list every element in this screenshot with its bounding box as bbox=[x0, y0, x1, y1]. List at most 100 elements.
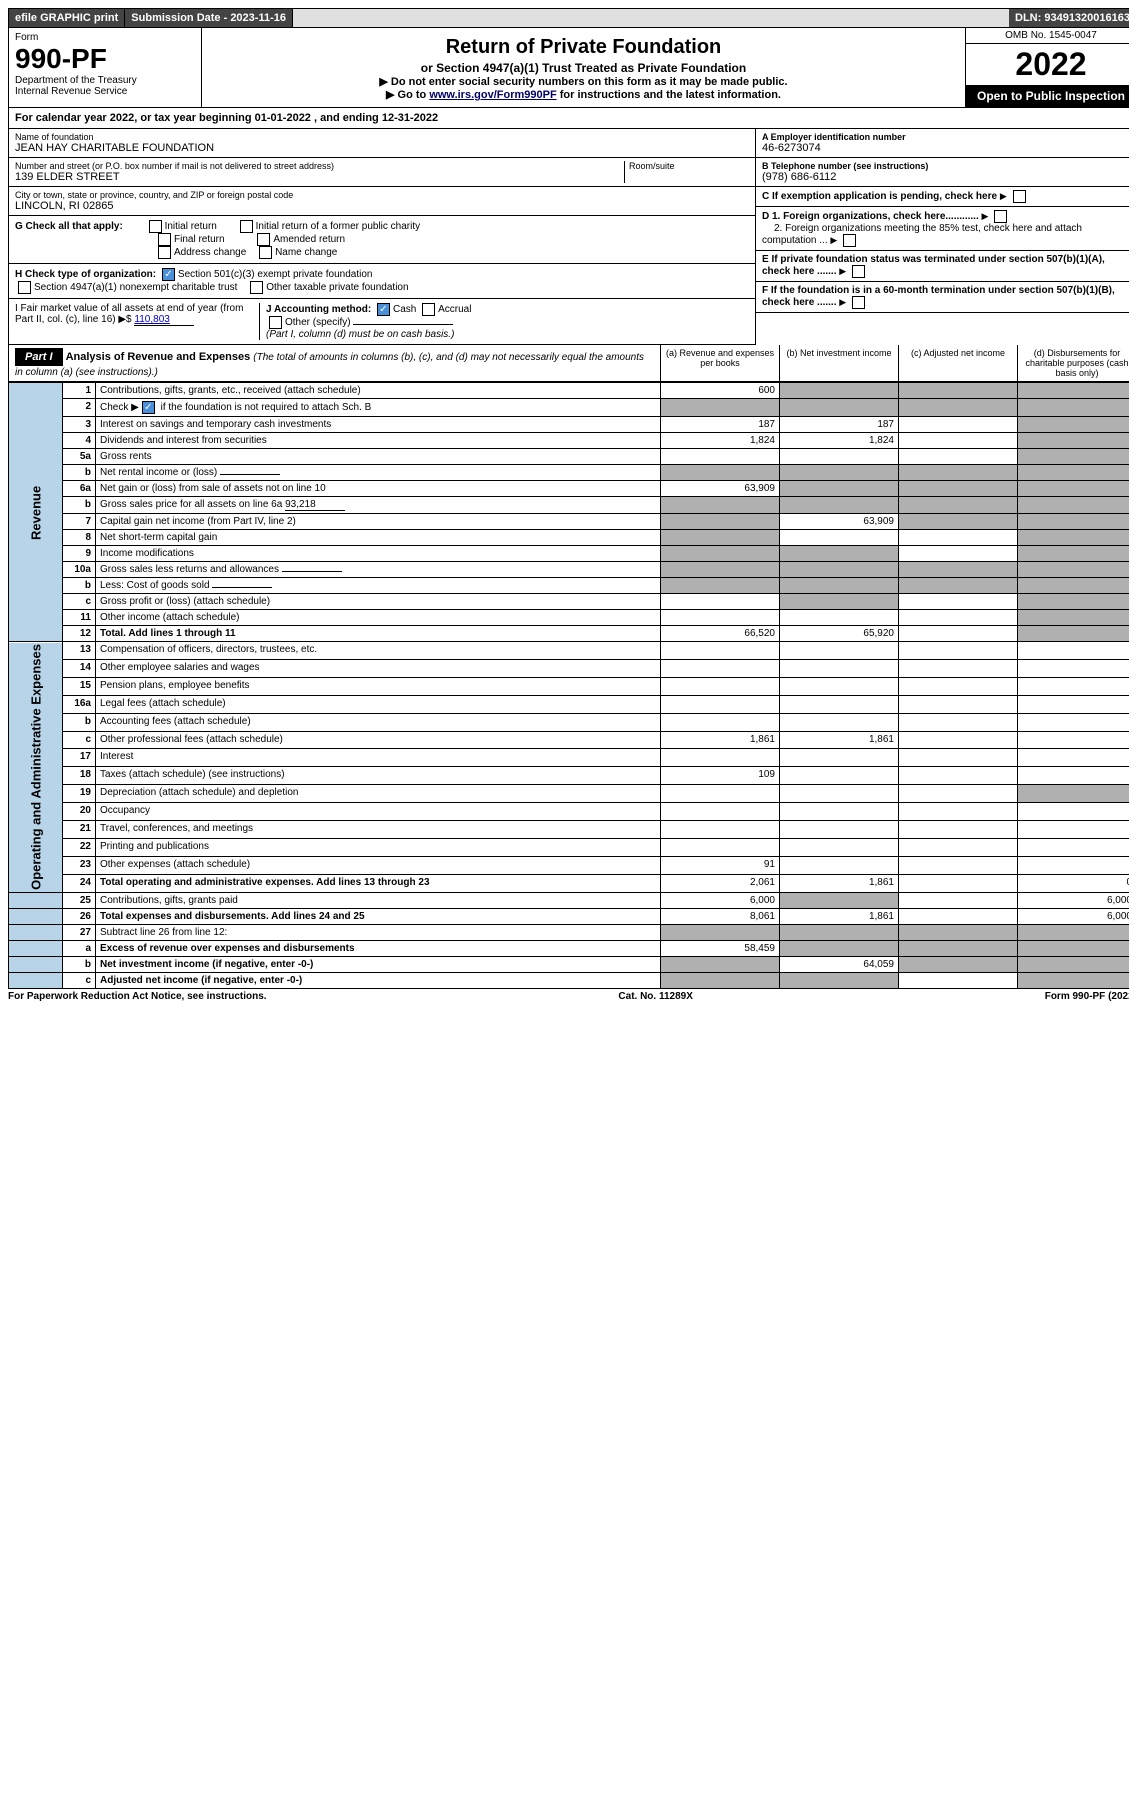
efile-label: efile GRAPHIC print bbox=[9, 9, 125, 27]
cb-schb[interactable] bbox=[142, 401, 155, 414]
table-row: cGross profit or (loss) (attach schedule… bbox=[9, 594, 1129, 610]
cb-501c3[interactable] bbox=[162, 268, 175, 281]
row24-a: 2,061 bbox=[661, 874, 780, 892]
room-label: Room/suite bbox=[629, 161, 749, 171]
cb-f[interactable] bbox=[852, 296, 865, 309]
row21-desc: Travel, conferences, and meetings bbox=[96, 821, 661, 839]
cal-mid: , and ending bbox=[311, 112, 382, 124]
row27-desc: Subtract line 26 from line 12: bbox=[96, 924, 661, 940]
cb-other-taxable[interactable] bbox=[250, 281, 263, 294]
submission-date: Submission Date - 2023-11-16 bbox=[125, 9, 293, 27]
cb-e[interactable] bbox=[852, 265, 865, 278]
row2-pre: Check ▶ bbox=[100, 402, 139, 413]
section-h: H Check type of organization: Section 50… bbox=[9, 264, 755, 299]
row15-desc: Pension plans, employee benefits bbox=[96, 677, 661, 695]
phone-value: (978) 686-6112 bbox=[762, 171, 1129, 183]
row17-desc: Interest bbox=[96, 749, 661, 767]
table-row: 9Income modifications bbox=[9, 546, 1129, 562]
cb-other-method[interactable] bbox=[269, 316, 282, 329]
row18-a: 109 bbox=[661, 767, 780, 785]
row14-desc: Other employee salaries and wages bbox=[96, 659, 661, 677]
cb-d2[interactable] bbox=[843, 234, 856, 247]
row3-desc: Interest on savings and temporary cash i… bbox=[96, 417, 661, 433]
table-row: bNet investment income (if negative, ent… bbox=[9, 956, 1129, 972]
row18-desc: Taxes (attach schedule) (see instruction… bbox=[96, 767, 661, 785]
cb-c[interactable] bbox=[1013, 190, 1026, 203]
j-accrual: Accrual bbox=[438, 304, 471, 315]
row24-b: 1,861 bbox=[780, 874, 899, 892]
table-row: 7Capital gain net income (from Part IV, … bbox=[9, 514, 1129, 530]
note2-pre: ▶ Go to bbox=[386, 89, 429, 101]
arrow-icon bbox=[839, 297, 846, 308]
row7-b: 63,909 bbox=[780, 514, 899, 530]
cb-accrual[interactable] bbox=[422, 303, 435, 316]
e-label: E If private foundation status was termi… bbox=[762, 254, 1105, 277]
arrow-icon bbox=[839, 266, 846, 277]
table-row: Operating and Administrative Expenses 13… bbox=[9, 642, 1129, 660]
table-row: 23Other expenses (attach schedule)91 bbox=[9, 856, 1129, 874]
revenue-side-label: Revenue bbox=[9, 383, 63, 642]
g-label: G Check all that apply: bbox=[15, 221, 123, 232]
row4-a: 1,824 bbox=[661, 433, 780, 449]
info-left: Name of foundation JEAN HAY CHARITABLE F… bbox=[9, 129, 755, 345]
table-row: 26Total expenses and disbursements. Add … bbox=[9, 908, 1129, 924]
note-link: ▶ Go to www.irs.gov/Form990PF for instru… bbox=[210, 88, 957, 101]
cal-end: 12-31-2022 bbox=[382, 112, 438, 124]
department: Department of the Treasury Internal Reve… bbox=[15, 75, 195, 97]
row1-a: 600 bbox=[661, 383, 780, 399]
part1-label: Part I bbox=[15, 348, 63, 366]
top-bar: efile GRAPHIC print Submission Date - 20… bbox=[8, 8, 1129, 28]
row22-desc: Printing and publications bbox=[96, 838, 661, 856]
row24-desc: Total operating and administrative expen… bbox=[100, 877, 430, 888]
row27c-desc: Adjusted net income (if negative, enter … bbox=[100, 975, 302, 986]
row6b-inline: 93,218 bbox=[285, 499, 345, 511]
form-subtitle: or Section 4947(a)(1) Trust Treated as P… bbox=[210, 61, 957, 75]
expenses-side-label: Operating and Administrative Expenses bbox=[9, 642, 63, 893]
omb-number: OMB No. 1545-0047 bbox=[966, 28, 1129, 44]
cb-initial-return[interactable] bbox=[149, 220, 162, 233]
row8-desc: Net short-term capital gain bbox=[96, 530, 661, 546]
cb-d1[interactable] bbox=[994, 210, 1007, 223]
cb-initial-former[interactable] bbox=[240, 220, 253, 233]
header-right: OMB No. 1545-0047 2022 Open to Public In… bbox=[965, 28, 1129, 107]
row16c-desc: Other professional fees (attach schedule… bbox=[96, 731, 661, 749]
cb-cash[interactable] bbox=[377, 303, 390, 316]
ein-label: A Employer identification number bbox=[762, 132, 906, 142]
h-opt1: Section 501(c)(3) exempt private foundat… bbox=[178, 269, 373, 280]
row4-desc: Dividends and interest from securities bbox=[96, 433, 661, 449]
table-row: 8Net short-term capital gain bbox=[9, 530, 1129, 546]
table-row: bLess: Cost of goods sold bbox=[9, 578, 1129, 594]
cb-name-change[interactable] bbox=[259, 246, 272, 259]
tax-year: 2022 bbox=[966, 44, 1129, 85]
header-center: Return of Private Foundation or Section … bbox=[202, 28, 965, 107]
cb-amended[interactable] bbox=[257, 233, 270, 246]
table-row: cOther professional fees (attach schedul… bbox=[9, 731, 1129, 749]
part1-title: Analysis of Revenue and Expenses bbox=[66, 351, 251, 363]
irs-link[interactable]: www.irs.gov/Form990PF bbox=[429, 89, 556, 101]
foundation-name-row: Name of foundation JEAN HAY CHARITABLE F… bbox=[9, 129, 755, 158]
f-row: F If the foundation is in a 60-month ter… bbox=[756, 282, 1129, 313]
table-row: 27Subtract line 26 from line 12: bbox=[9, 924, 1129, 940]
i-value[interactable]: 110,803 bbox=[134, 314, 194, 326]
dln: DLN: 93491320016163 bbox=[1009, 9, 1129, 27]
section-ij: I Fair market value of all assets at end… bbox=[9, 299, 755, 345]
row23-a: 91 bbox=[661, 856, 780, 874]
row10b-desc: Less: Cost of goods sold bbox=[100, 580, 210, 591]
table-row: 20Occupancy bbox=[9, 803, 1129, 821]
table-row: 25Contributions, gifts, grants paid6,000… bbox=[9, 892, 1129, 908]
city-row: City or town, state or province, country… bbox=[9, 187, 755, 216]
cb-4947[interactable] bbox=[18, 281, 31, 294]
table-row: aExcess of revenue over expenses and dis… bbox=[9, 940, 1129, 956]
table-row: 3Interest on savings and temporary cash … bbox=[9, 417, 1129, 433]
g-opt-2: Final return bbox=[174, 234, 225, 245]
row16c-b: 1,861 bbox=[780, 731, 899, 749]
table-row: 14Other employee salaries and wages bbox=[9, 659, 1129, 677]
table-row: 5aGross rents bbox=[9, 449, 1129, 465]
row26-b: 1,861 bbox=[780, 908, 899, 924]
row13-desc: Compensation of officers, directors, tru… bbox=[96, 642, 661, 660]
address-row: Number and street (or P.O. box number if… bbox=[9, 158, 755, 187]
cb-final-return[interactable] bbox=[158, 233, 171, 246]
cb-address-change[interactable] bbox=[158, 246, 171, 259]
d2-label: 2. Foreign organizations meeting the 85%… bbox=[762, 223, 1082, 246]
row9-desc: Income modifications bbox=[96, 546, 661, 562]
